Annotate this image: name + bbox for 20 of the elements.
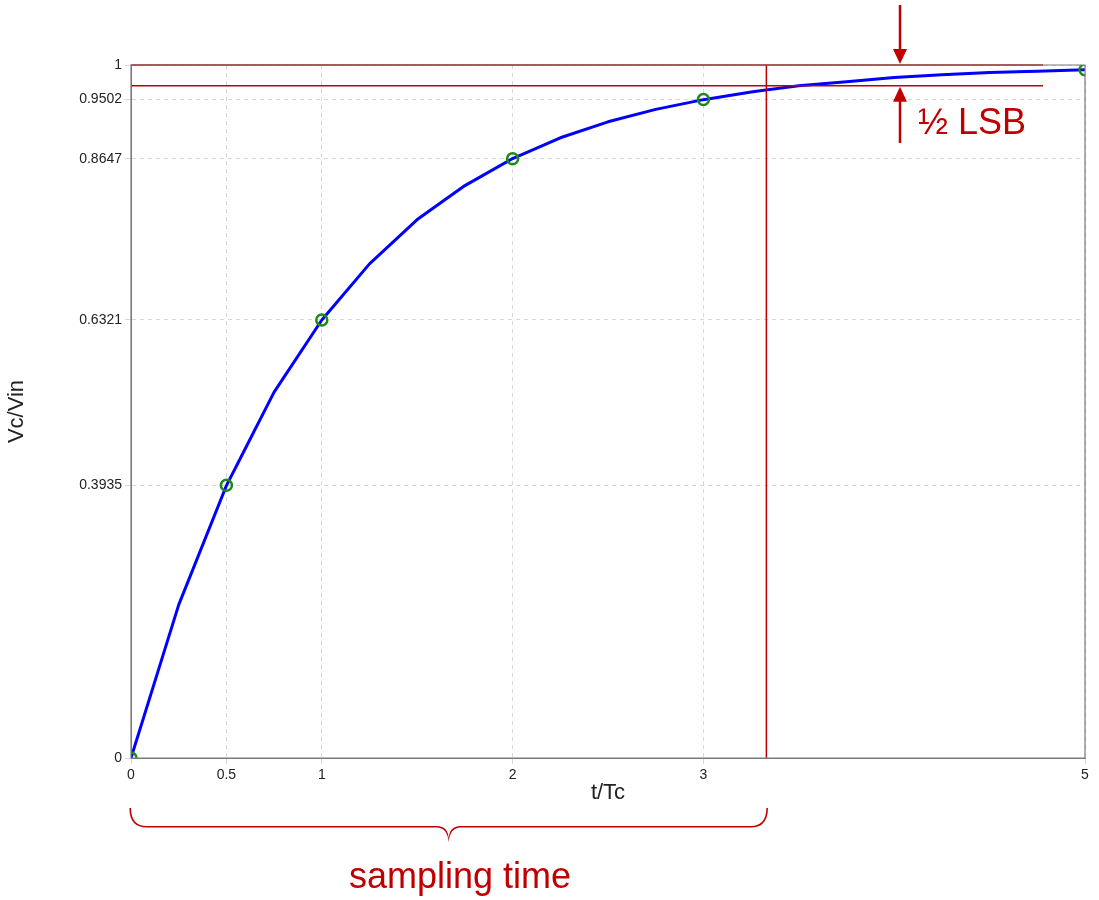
y-tick-label: 0 — [114, 748, 123, 765]
x-tick-label: 1 — [317, 766, 326, 783]
y-tick-label: 0.6321 — [79, 310, 123, 327]
y-axis-title: Vc/Vin — [3, 379, 29, 444]
x-tick-label: 3 — [699, 766, 708, 783]
y-tick-label: 0.8647 — [79, 149, 123, 166]
x-tick-label: 5 — [1081, 766, 1090, 783]
point — [219, 478, 234, 493]
annotation: ½ LSB — [918, 100, 1027, 142]
x-tick-label: 2 — [508, 766, 517, 783]
point — [315, 313, 329, 327]
point — [696, 92, 711, 107]
text: sampling time — [348, 854, 572, 896]
y-tick-label: 1 — [114, 55, 123, 72]
x-tick-label: 0 — [127, 766, 136, 783]
point — [505, 152, 520, 166]
y-tick-label: 0.3935 — [79, 476, 123, 493]
x-tick-label: 0.5 — [216, 766, 237, 783]
x-axis-title: t/Tc — [590, 778, 626, 804]
y-tick-label: 0.9502 — [79, 90, 123, 107]
